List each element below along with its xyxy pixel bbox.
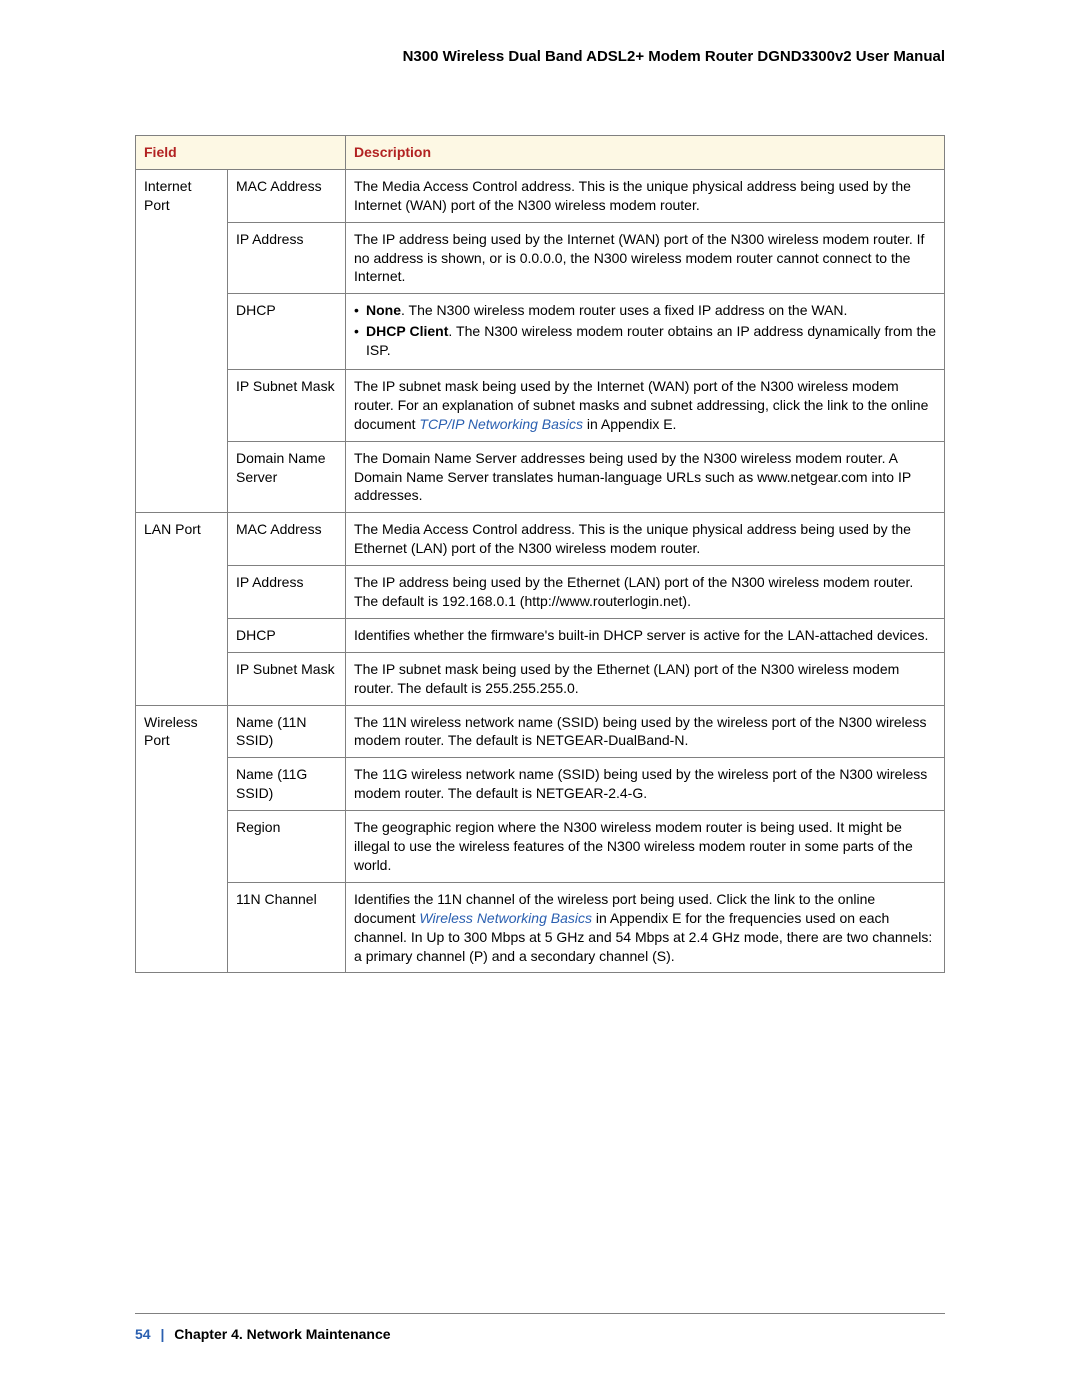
group-label: Wireless Port: [136, 705, 228, 973]
bullet-icon: •: [354, 322, 366, 341]
bullet-text: None. The N300 wireless modem router use…: [366, 301, 936, 320]
field-name: Domain Name Server: [228, 441, 346, 513]
page-number: 54: [135, 1326, 151, 1342]
table-row: LAN PortMAC AddressThe Media Access Cont…: [136, 513, 945, 566]
bullet-icon: •: [354, 301, 366, 320]
table-row: IP AddressThe IP address being used by t…: [136, 566, 945, 619]
group-label: LAN Port: [136, 513, 228, 705]
table-row: DHCPIdentifies whether the firmware's bu…: [136, 618, 945, 652]
field-description: The IP address being used by the Interne…: [346, 222, 945, 294]
table-row: Wireless PortName (11N SSID)The 11N wire…: [136, 705, 945, 758]
field-description: The Domain Name Server addresses being u…: [346, 441, 945, 513]
field-name: 11N Channel: [228, 882, 346, 973]
field-name: Name (11G SSID): [228, 758, 346, 811]
manual-page: N300 Wireless Dual Band ADSL2+ Modem Rou…: [0, 0, 1080, 1397]
table-row: IP Subnet MaskThe IP subnet mask being u…: [136, 370, 945, 442]
field-description: The geographic region where the N300 wir…: [346, 811, 945, 883]
table-row: IP AddressThe IP address being used by t…: [136, 222, 945, 294]
field-name: Name (11N SSID): [228, 705, 346, 758]
field-description: The IP subnet mask being used by the Int…: [346, 370, 945, 442]
field-description: Identifies whether the firmware's built-…: [346, 618, 945, 652]
table-row: IP Subnet MaskThe IP subnet mask being u…: [136, 652, 945, 705]
bullet-text: DHCP Client. The N300 wireless modem rou…: [366, 322, 936, 360]
field-description: •None. The N300 wireless modem router us…: [346, 294, 945, 370]
group-label: Internet Port: [136, 169, 228, 512]
field-name: DHCP: [228, 294, 346, 370]
doc-link[interactable]: Wireless Networking Basics: [419, 910, 592, 926]
table-row: 11N ChannelIdentifies the 11N channel of…: [136, 882, 945, 973]
doc-link[interactable]: TCP/IP Networking Basics: [419, 416, 583, 432]
field-name: IP Subnet Mask: [228, 652, 346, 705]
field-name: MAC Address: [228, 169, 346, 222]
col-field: Field: [136, 136, 346, 170]
table-row: RegionThe geographic region where the N3…: [136, 811, 945, 883]
chapter-label: Chapter 4. Network Maintenance: [174, 1326, 390, 1342]
fields-table: Field Description Internet PortMAC Addre…: [135, 135, 945, 973]
field-description: The 11N wireless network name (SSID) bei…: [346, 705, 945, 758]
table-row: Name (11G SSID)The 11G wireless network …: [136, 758, 945, 811]
table-row: Domain Name ServerThe Domain Name Server…: [136, 441, 945, 513]
field-description: The Media Access Control address. This i…: [346, 169, 945, 222]
page-footer: 54 | Chapter 4. Network Maintenance: [135, 1313, 945, 1342]
field-name: DHCP: [228, 618, 346, 652]
field-description: The IP address being used by the Etherne…: [346, 566, 945, 619]
field-description: The Media Access Control address. This i…: [346, 513, 945, 566]
table-row: DHCP•None. The N300 wireless modem route…: [136, 294, 945, 370]
field-name: IP Subnet Mask: [228, 370, 346, 442]
field-name: IP Address: [228, 566, 346, 619]
col-description: Description: [346, 136, 945, 170]
field-description: The IP subnet mask being used by the Eth…: [346, 652, 945, 705]
footer-separator: |: [160, 1326, 164, 1342]
table-header-row: Field Description: [136, 136, 945, 170]
field-description: The 11G wireless network name (SSID) bei…: [346, 758, 945, 811]
field-name: IP Address: [228, 222, 346, 294]
table-row: Internet PortMAC AddressThe Media Access…: [136, 169, 945, 222]
field-name: Region: [228, 811, 346, 883]
page-header-title: N300 Wireless Dual Band ADSL2+ Modem Rou…: [135, 48, 945, 65]
field-name: MAC Address: [228, 513, 346, 566]
field-description: Identifies the 11N channel of the wirele…: [346, 882, 945, 973]
